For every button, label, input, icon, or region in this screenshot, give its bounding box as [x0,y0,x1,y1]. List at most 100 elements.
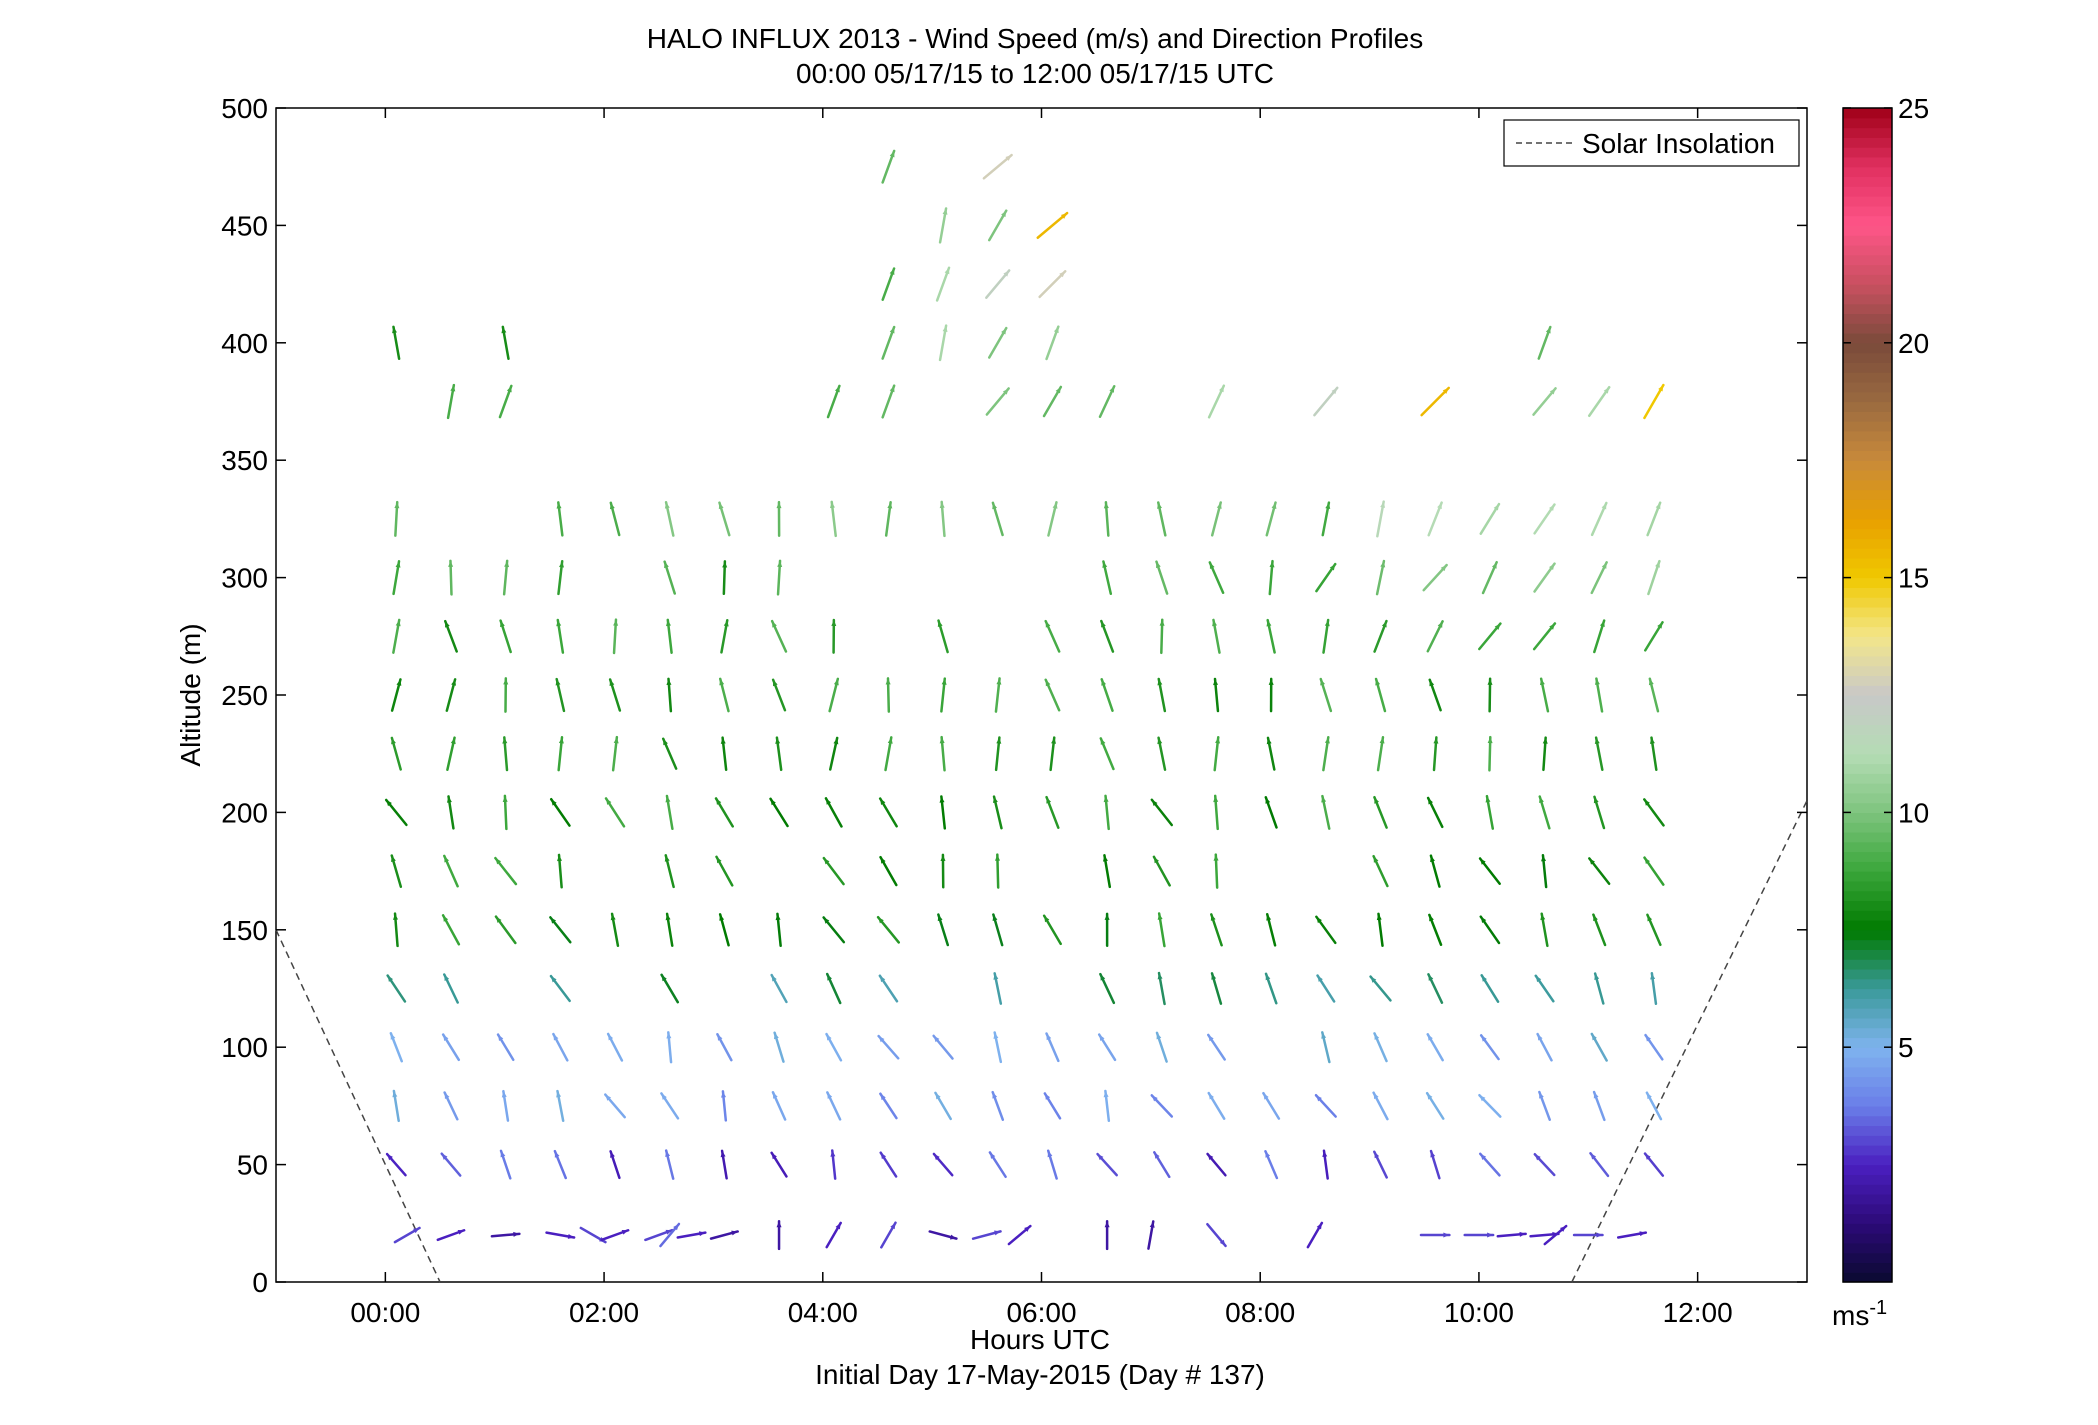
wind-vector-head [1046,797,1052,804]
colorbar-swatch [1843,274,1892,285]
wind-vector-head [1485,796,1491,803]
colorbar-swatch [1843,127,1892,138]
colorbar-swatch [1843,1008,1892,1019]
colorbar-swatch [1843,518,1892,530]
colorbar-swatch [1843,998,1892,1009]
wind-vector-head [663,738,668,746]
wind-vector-head [1159,619,1165,626]
wind-vector-head [994,1230,1001,1236]
wind-vector-head [386,799,392,807]
wind-vector [1420,386,1451,417]
colorbar-swatch [1843,1135,1892,1146]
wind-vector [982,153,1013,180]
wind-vector-head [1044,1093,1051,1100]
wind-vector-head [1487,737,1493,744]
wind-vector-head [666,678,672,686]
wind-vector-head [444,1092,450,1100]
wind-vector-head [933,1035,940,1043]
wind-vector-head [949,1234,957,1240]
wind-vector-head [1380,561,1386,568]
wind-vector-head [942,325,948,333]
wind-vector-head [1156,1032,1162,1040]
wind-vector-head [1655,502,1661,510]
wind-vector-head [665,1229,673,1235]
wind-vector-head [1005,155,1012,161]
wind-vector-head [1149,1221,1155,1228]
colorbar-swatch [1843,1154,1892,1166]
wind-vector-head [1322,1150,1328,1158]
wind-vector-head [731,1230,738,1236]
wind-vector-head [1374,797,1379,804]
x-axis-label: Hours UTC [970,1324,1110,1355]
y-axis-label: Altitude (m) [175,623,206,766]
wind-vector-head [610,1151,615,1158]
y-tick-label: 350 [221,445,268,476]
wind-vector-head [1487,678,1493,685]
colorbar-swatch [1843,303,1892,315]
wind-vector-head [1374,1033,1380,1040]
colorbar-frame [1842,107,1893,1283]
wind-vector-head [1265,797,1271,804]
wind-vector-head [613,619,619,626]
wind-vector-head [609,679,615,686]
wind-vector-head [559,561,564,568]
wind-vector-head [501,1091,507,1098]
wind-vector-head [1151,1095,1158,1102]
wind-vector-head [661,1093,667,1100]
wind-vector-head [553,1034,559,1041]
colorbar-swatch [1843,352,1892,363]
wind-vector-head [665,913,671,921]
wind-vector-head [1101,679,1107,686]
colorbar-swatch [1843,655,1892,667]
colorbar-swatch [1843,284,1892,295]
wind-vector-head [551,799,557,806]
wind-vector-head [776,502,782,509]
wind-vector [1038,270,1067,299]
wind-vector-head [1103,1091,1109,1098]
colorbar-swatch [1843,1213,1892,1224]
colorbar-swatch [1843,577,1892,588]
wind-vector-head [1519,1231,1526,1237]
wind-vector-head [1215,737,1221,744]
wind-vector-head [1003,270,1010,277]
wind-vector-head [502,737,508,744]
wind-vector-head [1437,621,1443,628]
wind-vector-head [1599,620,1605,628]
wind-vector-head [1560,1226,1567,1232]
colorbar-swatch [1843,108,1892,119]
colorbar-swatch [1843,851,1892,862]
wind-vector-head [880,857,886,864]
wind-vector-head [1209,562,1215,569]
wind-vector-head [450,737,456,745]
legend-box [1503,119,1800,167]
wind-vector-head [992,502,998,510]
wind-vector-head [880,1152,887,1160]
legend-label: Solar Insolation [1582,128,1775,159]
wind-vector-head [1379,737,1385,744]
wind-vector-head [441,1153,448,1160]
wind-vector-head [621,1229,629,1235]
colorbar-swatch [1843,166,1892,178]
wind-vector-head [1059,271,1066,278]
wind-vector-head [827,1092,833,1099]
wind-vector-head [1481,975,1487,982]
colorbar-swatch [1843,822,1892,833]
solar-insolation-line [275,929,441,1283]
wind-vector-head [717,1034,723,1041]
colorbar-swatch [1843,137,1892,148]
wind-vector-head [1648,678,1654,686]
wind-vector-head [609,502,615,510]
wind-vector-head [1001,210,1007,218]
colorbar-swatch [1843,880,1892,892]
y-tick-label: 100 [221,1032,268,1063]
wind-vector-head [1265,973,1271,981]
wind-vector-head [392,326,397,334]
colorbar-swatch [1843,264,1892,275]
wind-vector-head [1601,562,1607,569]
wind-vector-head [723,620,729,627]
wind-vector-head [1427,1093,1433,1100]
colorbar-swatch [1843,978,1892,990]
colorbar-swatch [1843,489,1892,500]
wind-vector-head [823,858,830,865]
wind-vector-head [1157,973,1163,980]
